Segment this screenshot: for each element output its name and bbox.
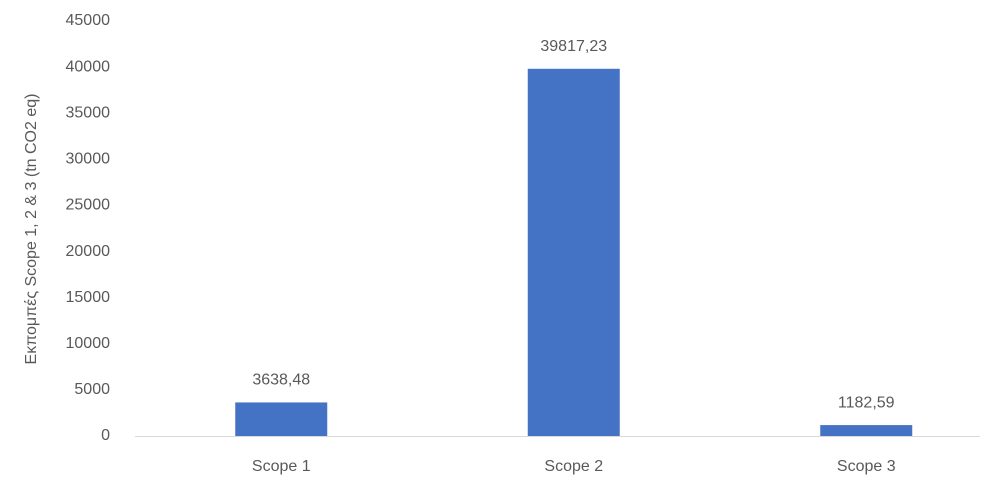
- bar: [527, 68, 620, 436]
- bar: [820, 425, 913, 436]
- y-tick-label: 20000: [66, 243, 111, 260]
- x-tick-label: Scope 3: [837, 458, 896, 475]
- data-label: 39817,23: [540, 38, 607, 55]
- data-label: 1182,59: [838, 394, 895, 411]
- x-tick-label: Scope 2: [544, 458, 603, 475]
- y-tick-label: 15000: [66, 289, 111, 306]
- y-tick-label: 5000: [74, 381, 110, 398]
- y-tick-label: 40000: [66, 58, 111, 75]
- y-tick-label: 10000: [66, 335, 111, 352]
- y-tick-label: 30000: [66, 151, 111, 168]
- x-tick-label: Scope 1: [252, 458, 311, 475]
- bar: [235, 402, 328, 436]
- y-axis-label: Εκπομπές Scope 1, 2 & 3 (tn CO2 eq): [23, 94, 40, 365]
- y-tick-label: 25000: [66, 197, 111, 214]
- y-tick-label: 45000: [66, 12, 111, 29]
- y-tick-label: 35000: [66, 104, 111, 121]
- data-label: 3638,48: [252, 372, 310, 389]
- y-tick-label: 0: [101, 427, 110, 444]
